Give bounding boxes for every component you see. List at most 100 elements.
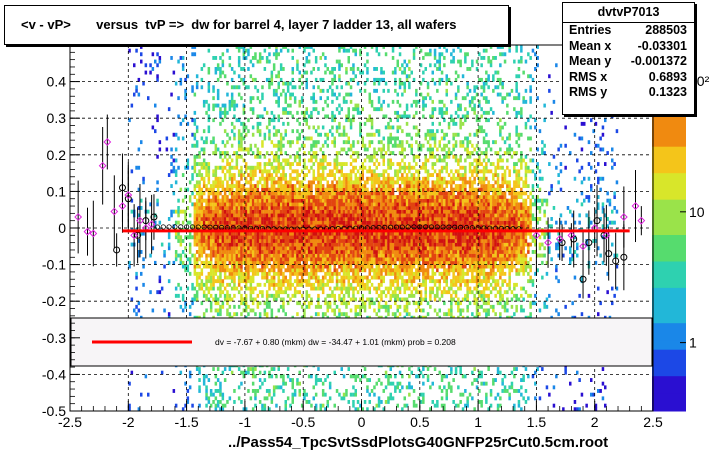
heatmap-cell xyxy=(261,220,264,225)
heatmap-cell xyxy=(230,370,234,375)
heatmap-cell xyxy=(240,381,243,386)
heatmap-cell xyxy=(214,253,218,258)
heatmap-cell xyxy=(244,191,248,196)
heatmap-cell xyxy=(317,67,320,71)
heatmap-cell xyxy=(310,239,313,243)
heatmap-cell xyxy=(368,143,371,148)
heatmap-cell xyxy=(345,275,348,280)
heatmap-cell xyxy=(179,56,183,60)
heatmap-cell xyxy=(326,224,329,229)
heatmap-cell xyxy=(319,206,322,210)
heatmap-cell xyxy=(254,213,257,218)
heatmap-cell xyxy=(398,264,402,269)
heatmap-cell xyxy=(244,260,248,265)
heatmap-cell xyxy=(205,206,208,210)
heatmap-cell xyxy=(279,191,283,196)
heatmap-cell xyxy=(342,220,346,225)
heatmap-cell xyxy=(410,202,413,207)
heatmap-cell xyxy=(205,198,208,203)
heatmap-cell xyxy=(340,297,343,302)
heatmap-cell xyxy=(333,220,336,225)
heatmap-cell xyxy=(384,176,388,181)
heatmap-cell xyxy=(382,136,385,141)
heatmap-cell xyxy=(219,107,222,112)
heatmap-cell xyxy=(228,235,232,240)
heatmap-cell xyxy=(300,169,304,174)
heatmap-cell xyxy=(373,242,376,247)
heatmap-cell xyxy=(326,217,329,221)
heatmap-cell xyxy=(282,290,285,295)
heatmap-cell xyxy=(410,220,413,225)
heatmap-cell xyxy=(300,231,304,236)
heatmap-cell xyxy=(251,165,255,170)
heatmap-cell xyxy=(398,370,402,375)
heatmap-cell xyxy=(398,257,402,262)
heatmap-cell xyxy=(359,173,362,177)
heatmap-cell xyxy=(172,132,176,137)
heatmap-cell xyxy=(377,132,381,137)
heatmap-cell xyxy=(223,187,227,192)
heatmap-cell xyxy=(282,176,285,181)
heatmap-cell xyxy=(191,191,194,196)
heatmap-cell xyxy=(265,304,269,309)
heatmap-cell xyxy=(237,48,241,53)
heatmap-cell xyxy=(375,202,378,207)
heatmap-cell xyxy=(359,308,362,313)
heatmap-cell xyxy=(214,224,218,229)
heatmap-cell xyxy=(291,195,294,199)
heatmap-cell xyxy=(410,290,413,295)
heatmap-cell xyxy=(223,297,227,302)
heatmap-cell xyxy=(200,162,204,166)
heatmap-cell xyxy=(331,99,334,104)
heatmap-cell xyxy=(244,293,248,298)
heatmap-cell xyxy=(384,169,388,174)
heatmap-cell xyxy=(254,253,257,258)
heatmap-cell xyxy=(289,268,292,273)
heatmap-cell xyxy=(356,290,360,295)
heatmap-cell xyxy=(263,67,267,71)
heatmap-cell xyxy=(237,367,241,371)
heatmap-cell xyxy=(137,187,141,192)
heatmap-cell xyxy=(282,81,285,86)
heatmap-cell xyxy=(209,264,213,269)
heatmap-cell xyxy=(373,209,376,214)
heatmap-cell xyxy=(272,231,276,236)
heatmap-cell xyxy=(326,173,329,177)
heatmap-cell xyxy=(242,217,246,221)
heatmap-cell xyxy=(258,213,262,218)
heatmap-cell xyxy=(282,246,285,251)
heatmap-cell xyxy=(251,260,255,265)
heatmap-cell xyxy=(216,301,220,306)
heatmap-cell xyxy=(282,158,285,163)
heatmap-cell xyxy=(326,96,329,101)
heatmap-cell xyxy=(291,176,294,181)
heatmap-cell xyxy=(312,231,315,236)
heatmap-cell xyxy=(172,191,176,196)
heatmap-cell xyxy=(291,77,294,82)
heatmap-cell xyxy=(174,250,178,254)
heatmap-cell xyxy=(324,275,327,280)
heatmap-cell xyxy=(156,63,159,68)
heatmap-cell xyxy=(340,195,343,199)
heatmap-cell xyxy=(298,279,301,284)
heatmap-cell xyxy=(305,209,308,214)
heatmap-cell xyxy=(338,162,341,166)
heatmap-cell xyxy=(314,275,318,280)
heatmap-cell xyxy=(319,176,322,181)
heatmap-cell xyxy=(216,187,220,192)
heatmap-cell xyxy=(331,275,334,280)
heatmap-cell xyxy=(272,165,276,170)
heatmap-cell xyxy=(338,271,341,276)
heatmap-cell xyxy=(242,129,246,134)
heatmap-cell xyxy=(167,231,171,236)
heatmap-cell xyxy=(279,235,283,240)
heatmap-cell xyxy=(263,213,267,218)
heatmap-cell xyxy=(412,195,416,199)
heatmap-cell xyxy=(312,173,315,177)
heatmap-cell xyxy=(333,209,336,214)
heatmap-cell xyxy=(340,275,343,280)
heatmap-cell xyxy=(230,173,234,177)
heatmap-cell xyxy=(305,202,308,207)
heatmap-cell xyxy=(268,374,271,379)
heatmap-cell xyxy=(228,242,232,247)
